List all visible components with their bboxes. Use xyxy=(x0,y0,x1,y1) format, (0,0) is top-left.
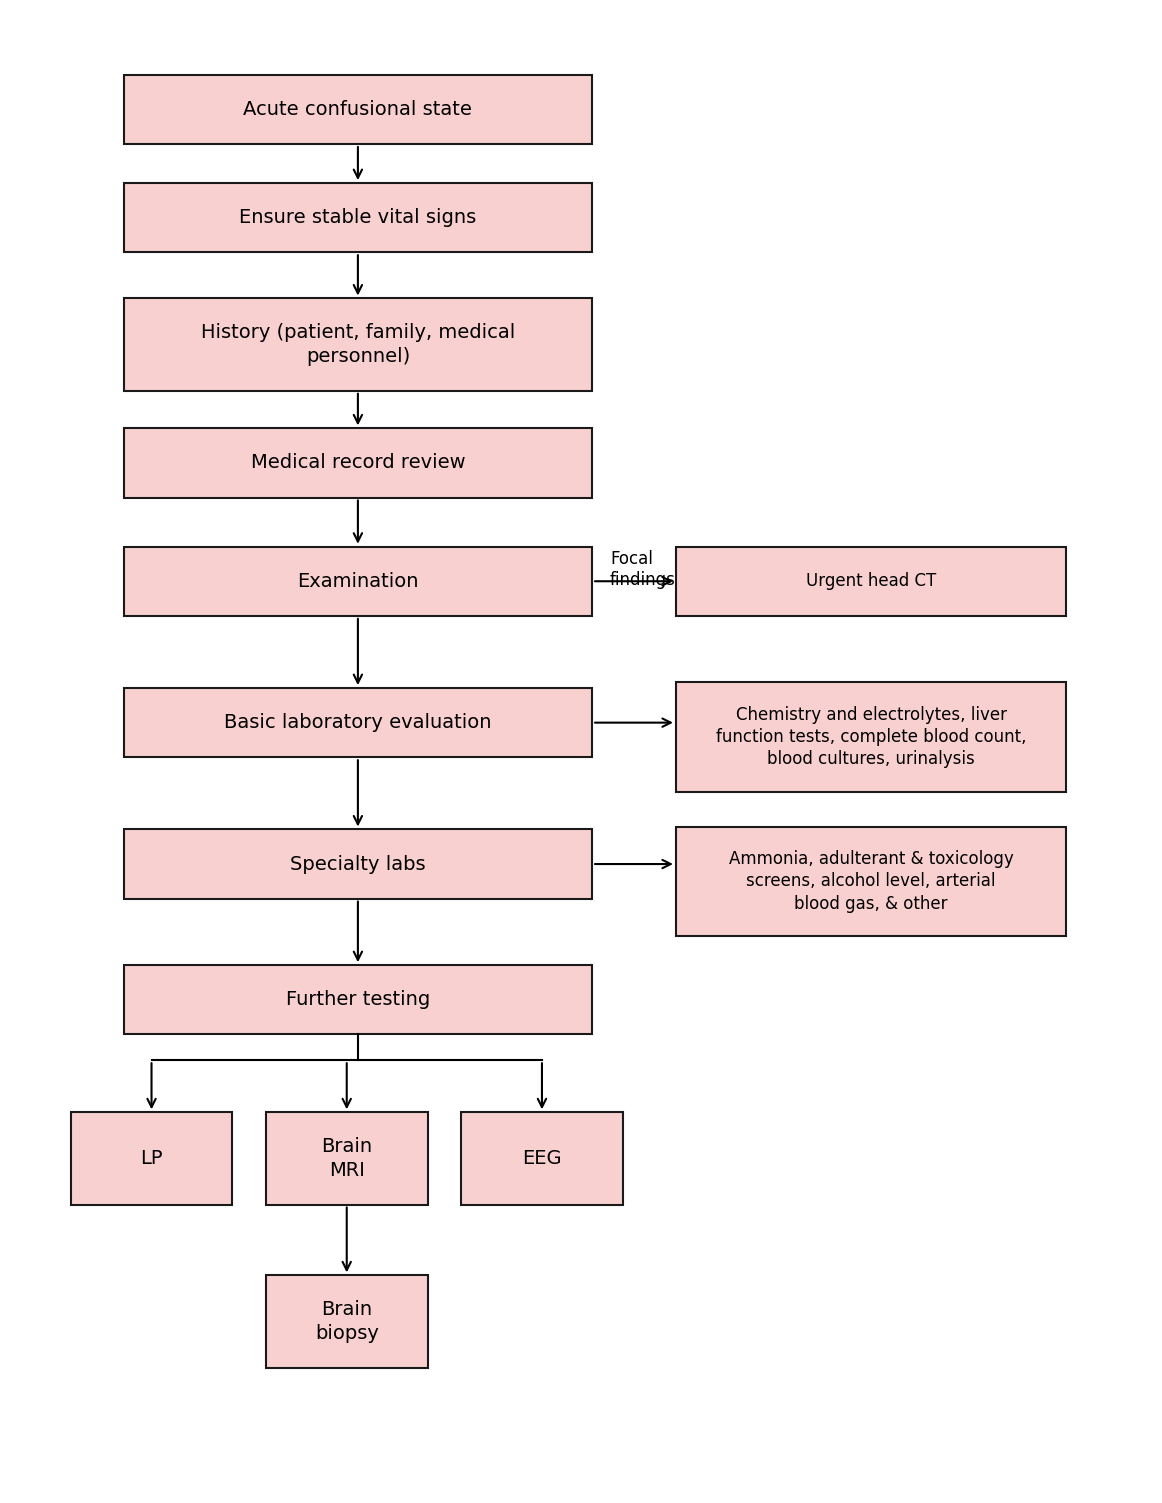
Text: History (patient, family, medical
personnel): History (patient, family, medical person… xyxy=(201,323,515,365)
Text: EEG: EEG xyxy=(522,1148,561,1168)
FancyBboxPatch shape xyxy=(123,830,593,899)
FancyBboxPatch shape xyxy=(123,183,593,253)
Text: Brain
MRI: Brain MRI xyxy=(321,1138,372,1180)
FancyBboxPatch shape xyxy=(123,547,593,616)
Text: Ammonia, adulterant & toxicology
screens, alcohol level, arterial
blood gas, & o: Ammonia, adulterant & toxicology screens… xyxy=(729,851,1013,912)
Text: Brain
biopsy: Brain biopsy xyxy=(315,1300,379,1342)
FancyBboxPatch shape xyxy=(123,965,593,1034)
FancyBboxPatch shape xyxy=(123,428,593,497)
Text: Examination: Examination xyxy=(297,571,418,591)
FancyBboxPatch shape xyxy=(266,1275,428,1368)
Text: Ensure stable vital signs: Ensure stable vital signs xyxy=(239,207,476,227)
Text: Chemistry and electrolytes, liver
function tests, complete blood count,
blood cu: Chemistry and electrolytes, liver functi… xyxy=(716,706,1026,768)
FancyBboxPatch shape xyxy=(676,547,1067,616)
Text: Further testing: Further testing xyxy=(286,990,430,1009)
Text: Medical record review: Medical record review xyxy=(251,454,465,472)
FancyBboxPatch shape xyxy=(676,682,1067,792)
Text: Specialty labs: Specialty labs xyxy=(290,855,425,873)
Text: Acute confusional state: Acute confusional state xyxy=(244,99,472,119)
FancyBboxPatch shape xyxy=(123,299,593,391)
FancyBboxPatch shape xyxy=(461,1112,623,1204)
FancyBboxPatch shape xyxy=(266,1112,428,1204)
Text: LP: LP xyxy=(141,1148,163,1168)
FancyBboxPatch shape xyxy=(123,75,593,144)
Text: Focal
findings: Focal findings xyxy=(610,550,676,589)
FancyBboxPatch shape xyxy=(71,1112,232,1204)
FancyBboxPatch shape xyxy=(676,827,1067,936)
Text: Urgent head CT: Urgent head CT xyxy=(806,573,937,591)
FancyBboxPatch shape xyxy=(123,688,593,758)
Text: Basic laboratory evaluation: Basic laboratory evaluation xyxy=(224,712,492,732)
